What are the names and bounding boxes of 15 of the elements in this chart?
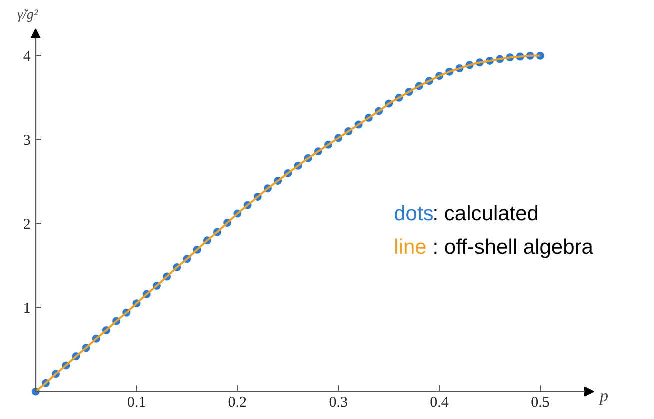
x-tick-label: 0.3 — [329, 394, 348, 411]
x-axis-title: p — [598, 386, 608, 406]
x-tick-label: 0.5 — [531, 394, 550, 411]
y-tick-label: 4 — [23, 48, 32, 65]
text: dots — [394, 202, 434, 226]
y-tick-label: 1 — [23, 300, 31, 317]
annotation: : calculated — [432, 202, 539, 226]
x-tick-label: 0.2 — [228, 394, 248, 411]
text: line — [394, 236, 427, 259]
x-tick-label: 0.1 — [127, 394, 146, 411]
y-tick-label: 3 — [23, 132, 31, 149]
annotation: : off-shell algebra — [432, 236, 594, 259]
y-axis-title: γ̃/g² — [18, 8, 39, 24]
x-tick-label: 0.4 — [430, 394, 450, 411]
y-tick-label: 2 — [23, 216, 31, 233]
